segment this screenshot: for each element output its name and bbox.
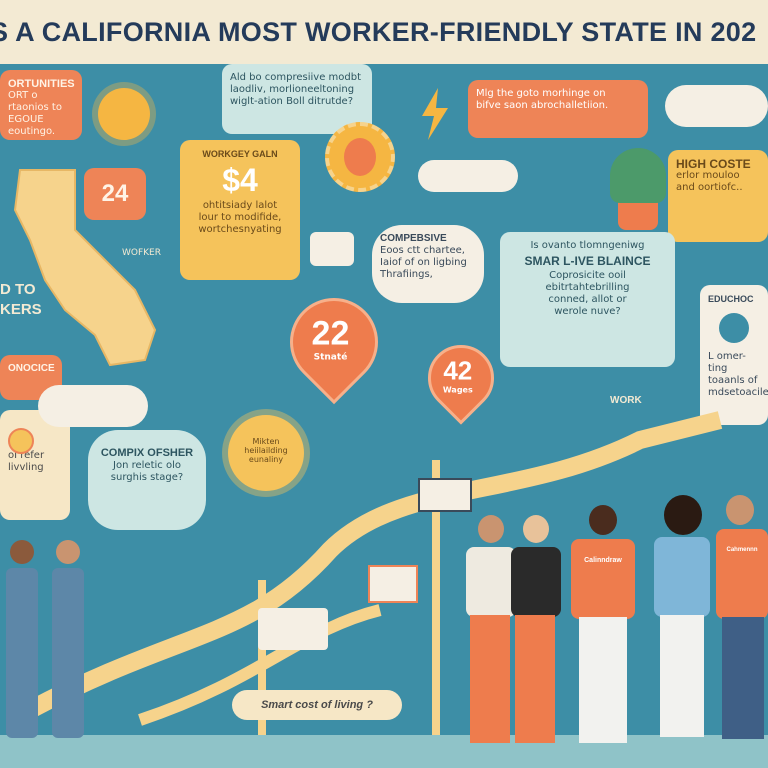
- work-label: WORK: [610, 395, 642, 406]
- worker-figure: Calinndraw: [565, 505, 640, 745]
- pin-22-value: 22: [311, 314, 350, 353]
- gear-icon: [325, 122, 395, 192]
- complex-bubble: COMPIX OFSHER Jon reletic olo surghis st…: [88, 430, 206, 530]
- top-center-bubble: Ald bo compresiive modbt laodliv, morlio…: [222, 64, 372, 134]
- wages-line-1: ohtitsiady lalot: [202, 200, 278, 211]
- balance-line-3: Coprosicite ooil: [549, 270, 626, 281]
- worker-figure: [48, 540, 88, 740]
- compensation-bubble: COMPEBSIVE Eoos ctt chartee, Iaiof of on…: [372, 225, 484, 303]
- top-right-bubble: Mlg the goto morhinge on bifve saon abro…: [468, 80, 648, 138]
- high-cost-bubble: HIGH COSTE erlor mouloo and oortiofc..: [668, 150, 768, 242]
- balance-line-4: ebitrtahtebrilling: [545, 282, 630, 293]
- bottom-bubble: Smart cost of living ?: [232, 690, 402, 720]
- cloud-icon: [38, 385, 148, 427]
- sun-badge: Mikten heiilailding eunaliny: [228, 415, 304, 491]
- chart-icon: [258, 608, 328, 650]
- california-map: [13, 169, 157, 367]
- envelope-icon: [368, 565, 418, 603]
- dollar-icon: [719, 313, 749, 343]
- balance-line-6: werole nuve?: [554, 306, 621, 317]
- complex-title: COMPIX OFSHER: [100, 447, 194, 459]
- opportunities-line-1: ORTUNITIES: [8, 78, 75, 90]
- left-mid-line-1: D TO: [0, 281, 36, 298]
- top-right-line-1: Mlg the goto morhinge on: [476, 88, 606, 99]
- comp-line-1: Eoos ctt chartee,: [380, 245, 465, 256]
- comp-title: COMPEBSIVE: [380, 233, 447, 244]
- balance-line-1: Is ovanto tlomngeniwg: [530, 240, 645, 251]
- high-cost-line-1: HIGH COSTE: [676, 157, 751, 171]
- laptop-icon: [418, 478, 472, 512]
- worker-figure: [460, 515, 520, 745]
- worker-figure: [648, 495, 716, 740]
- high-cost-line-3: and oortiofc..: [676, 182, 743, 193]
- opportunities-line-2: ORT o rtaonios to: [8, 90, 62, 113]
- high-cost-line-2: erlor mouloo: [676, 170, 740, 181]
- balance-line-5: conned, allot or: [548, 294, 627, 305]
- dollar-coin-icon: [8, 428, 34, 454]
- wages-amount: $4: [222, 162, 258, 198]
- left-mid-text: D TO KERS: [0, 280, 42, 320]
- top-center-line-2: laodliv, morlioneeltoning: [230, 84, 355, 95]
- winding-road: [25, 411, 723, 760]
- sun-icon: [98, 88, 150, 140]
- shirt-text: Calinndraw: [584, 557, 622, 564]
- education-line-3: mdsetoacilen: [708, 387, 768, 398]
- pin-22-label: Stnaté: [313, 352, 348, 363]
- plant-icon: [618, 200, 658, 230]
- education-line-1: L omer-ting: [708, 351, 746, 374]
- left-lowest-line-2: livvling: [8, 462, 44, 473]
- complex-line-1: Jon reletic olo: [113, 460, 181, 471]
- top-center-line-3: wiglt-ation Boll ditrutde?: [230, 96, 354, 107]
- balance-title: SMAR L-IVE BLAINCE: [524, 254, 651, 268]
- wages-bubble: WORKGEY GALN $4 ohtitsiady lalot lour to…: [180, 140, 300, 280]
- wages-line-3: wortchesnyating: [198, 224, 282, 235]
- worker-figure: Cahmennn: [714, 495, 768, 740]
- worker-in-gear: [344, 138, 376, 176]
- education-line-2: toaanls of: [708, 375, 758, 386]
- left-mid-line-2: KERS: [0, 301, 42, 318]
- wages-line-2: lour to modifide,: [198, 212, 282, 223]
- shirt-text-2: Cahmennn: [726, 547, 758, 553]
- comp-line-2: Iaiof of on ligbing: [380, 257, 467, 268]
- opportunities-bubble: ORTUNITIES ORT o rtaonios to EGOUE eouti…: [0, 70, 82, 140]
- cloud-icon: [665, 85, 768, 127]
- wages-title: WORKGEY GALN: [202, 149, 278, 159]
- left-lowest-line-1: oI refer: [8, 450, 45, 461]
- opportunities-line-3: EGOUE eoutingo.: [8, 114, 56, 137]
- california-label: WOFKER: [122, 248, 162, 258]
- badge-24: 24: [84, 168, 146, 220]
- education-title: EDUCHOC: [708, 294, 754, 304]
- lightning-icon: [422, 88, 448, 140]
- plant-leaves-icon: [610, 148, 666, 203]
- worker-figure: [505, 515, 565, 745]
- cloud-icon: [418, 160, 518, 192]
- comp-line-3: Thrafiings,: [380, 269, 433, 280]
- top-center-line-1: Ald bo compresiive modbt: [230, 72, 362, 83]
- van-icon: [310, 232, 354, 266]
- education-bubble: EDUCHOC L omer-ting toaanls of mdsetoaci…: [700, 285, 768, 425]
- complex-line-2: surghis stage?: [110, 472, 184, 483]
- life-balance-bubble: Is ovanto tlomngeniwg SMAR L-IVE BLAINCE…: [500, 232, 675, 367]
- page-title: S A CALIFORNIA MOST WORKER-FRIENDLY STAT…: [0, 0, 768, 64]
- ground-strip: [0, 735, 768, 768]
- left-lowest-bubble: oI refer livvling: [0, 410, 70, 520]
- worker-figure: [2, 540, 42, 740]
- top-right-line-2: bifve saon abrochalletiion.: [476, 100, 609, 111]
